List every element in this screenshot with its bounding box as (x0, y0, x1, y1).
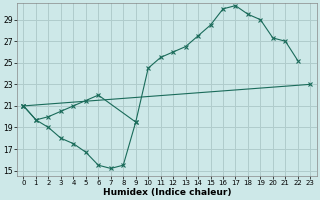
X-axis label: Humidex (Indice chaleur): Humidex (Indice chaleur) (103, 188, 231, 197)
